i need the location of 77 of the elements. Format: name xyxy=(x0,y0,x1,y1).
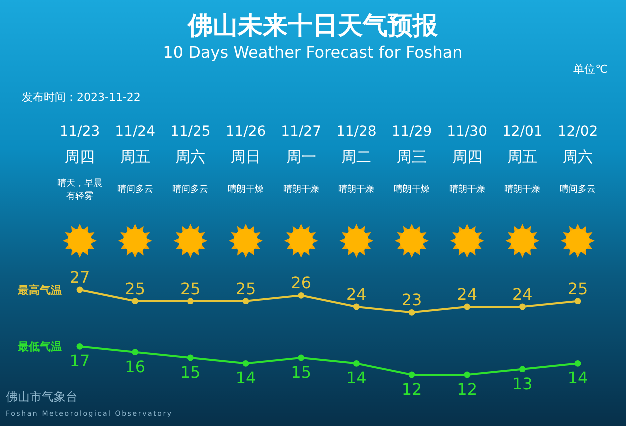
text: 周日 xyxy=(231,148,261,166)
point xyxy=(76,343,84,350)
data-label: 15 xyxy=(180,363,201,382)
point xyxy=(132,298,139,305)
point xyxy=(464,372,471,378)
text: 发布时间：2023-11-22 xyxy=(22,91,141,104)
text: 周四 xyxy=(452,148,482,166)
x-tick-label: 11/30 xyxy=(447,124,488,140)
text: 周六 xyxy=(176,148,206,166)
text: 晴朗干燥 xyxy=(394,184,430,195)
text: 周五 xyxy=(508,148,538,166)
text: 周二 xyxy=(342,148,372,166)
data-label: 12 xyxy=(402,380,422,399)
text: 晴朗干燥 xyxy=(338,184,375,195)
text: 周四 xyxy=(65,148,95,166)
series-label: 最高气温 xyxy=(17,284,62,297)
data-label: 25 xyxy=(125,279,146,298)
point xyxy=(132,349,139,356)
data-label: 14 xyxy=(236,368,256,388)
data-label: 27 xyxy=(70,268,90,287)
x-tick-label: 11/26 xyxy=(226,124,266,140)
text: 晴朗干燥 xyxy=(283,184,320,195)
text: 晴间多云 xyxy=(117,184,154,195)
point xyxy=(353,360,360,367)
data-label: 17 xyxy=(70,352,90,371)
data-label: 26 xyxy=(291,274,312,293)
point xyxy=(464,304,471,310)
data-label: 12 xyxy=(457,380,478,399)
x-tick-label: 11/23 xyxy=(60,124,100,140)
chart-subtitle: 10 Days Weather Forecast for Foshan xyxy=(163,43,463,62)
text: 晴朗干燥 xyxy=(449,184,486,195)
x-tick-label: 11/28 xyxy=(336,124,377,140)
data-label: 25 xyxy=(236,279,256,298)
data-label: 24 xyxy=(457,285,478,304)
text: 周六 xyxy=(563,148,593,166)
data-label: 13 xyxy=(512,374,533,394)
x-tick-label: 12/01 xyxy=(502,124,543,140)
text: 晴间多云 xyxy=(560,184,596,195)
x-tick-label: 12/02 xyxy=(558,124,598,140)
point xyxy=(408,309,416,316)
series-label: 最低气温 xyxy=(17,340,62,354)
point xyxy=(519,366,526,373)
data-label: 24 xyxy=(512,285,533,304)
text: 晴朗干燥 xyxy=(228,184,264,195)
data-label: 16 xyxy=(125,357,146,376)
point xyxy=(187,298,194,305)
x-tick-label: 11/27 xyxy=(281,124,322,140)
text: 周五 xyxy=(120,148,150,166)
data-label: 25 xyxy=(568,279,588,298)
point xyxy=(408,372,416,378)
data-label: 24 xyxy=(346,285,367,304)
chart-title: 佛山未来十日天气预报 xyxy=(187,11,439,40)
point xyxy=(353,304,360,310)
point xyxy=(574,298,582,305)
text: 晴朗干燥 xyxy=(504,184,541,195)
data-label: 25 xyxy=(180,279,201,298)
text: 晴天，早晨有轻雾 xyxy=(58,178,102,202)
point xyxy=(298,292,305,299)
x-tick-label: 11/24 xyxy=(115,124,156,140)
point xyxy=(187,354,194,362)
point xyxy=(242,360,250,367)
point xyxy=(298,354,305,362)
text: 周一 xyxy=(286,148,316,166)
data-label: 23 xyxy=(402,290,422,310)
data-label: 14 xyxy=(568,368,588,388)
data-label: 14 xyxy=(346,368,367,388)
text: 周三 xyxy=(397,148,427,166)
y-axis-title: 单位℃ xyxy=(574,63,608,76)
point xyxy=(519,304,526,310)
text: 佛山市气象台 xyxy=(6,390,78,404)
data-label: 15 xyxy=(291,363,312,382)
x-tick-label: 11/29 xyxy=(392,124,432,140)
point xyxy=(76,286,84,294)
point xyxy=(574,360,582,367)
text: 晴间多云 xyxy=(172,184,209,195)
point xyxy=(242,298,250,305)
x-tick-label: 11/25 xyxy=(170,124,211,140)
